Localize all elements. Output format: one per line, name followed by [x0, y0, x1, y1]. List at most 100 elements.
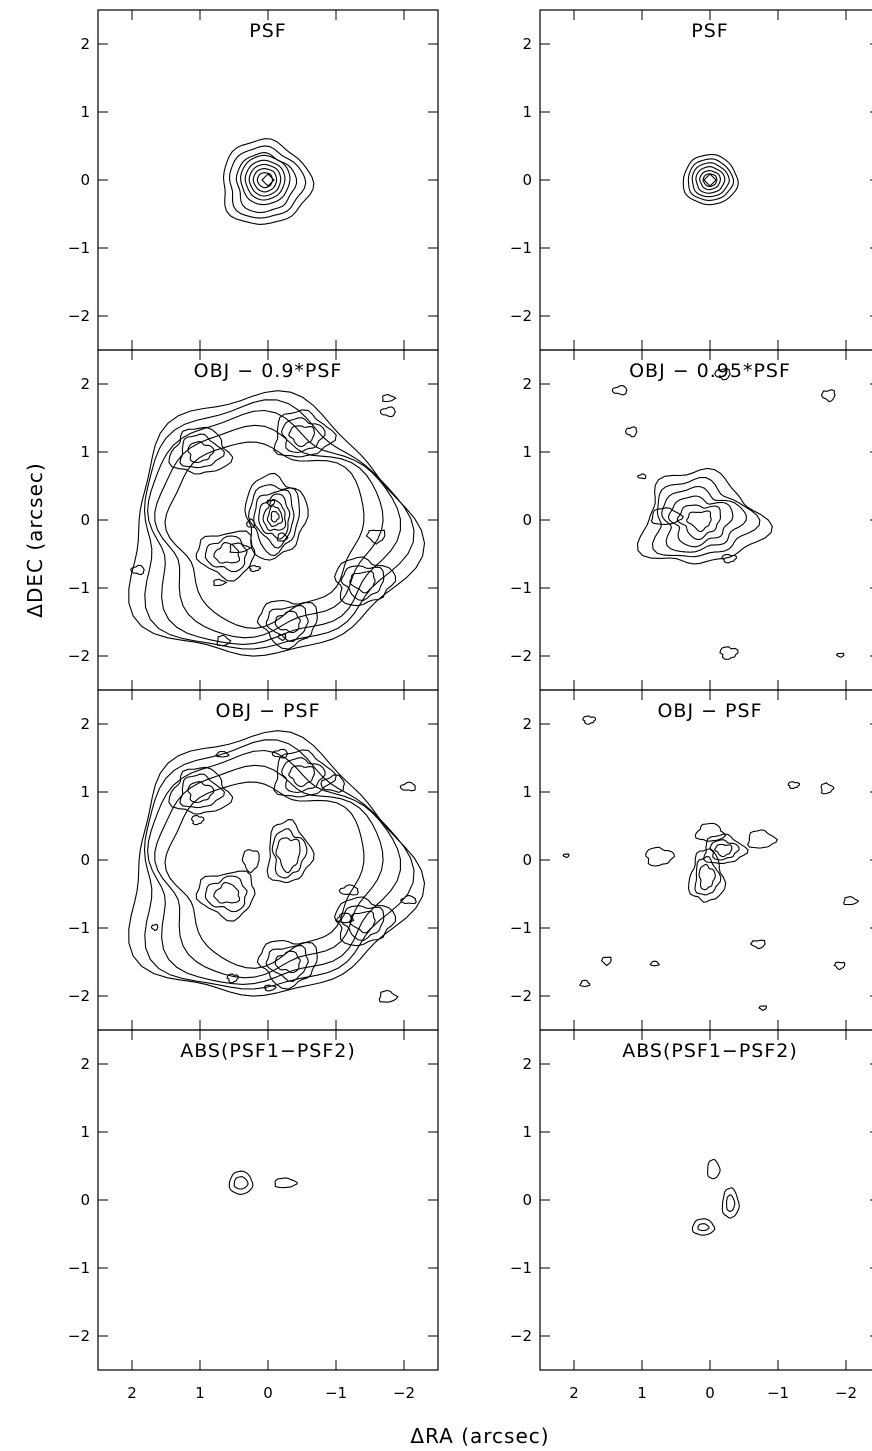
nucleus-contour — [271, 828, 308, 879]
nucleus-contour — [258, 493, 291, 540]
residual-contour — [714, 843, 733, 858]
panel-frame — [97, 1029, 439, 1371]
galaxy-knot — [281, 757, 326, 794]
galaxy-knot — [204, 875, 248, 913]
contour-island — [649, 960, 660, 967]
contour-island — [719, 646, 739, 660]
contour-island — [378, 989, 399, 1003]
contour-island — [338, 884, 359, 896]
difference-contour — [274, 1177, 299, 1189]
contour-island — [214, 750, 230, 758]
panel-frame — [539, 349, 872, 691]
contour-layer — [611, 367, 845, 660]
residual-knot — [694, 822, 727, 842]
contour-island — [833, 961, 846, 971]
panel-title: PSF — [691, 20, 728, 42]
y-tick-label: 1 — [80, 1123, 90, 1141]
contour-island — [720, 554, 737, 564]
galaxy-knot — [273, 409, 337, 458]
contour-island — [246, 518, 256, 528]
y-tick-label: −2 — [510, 1327, 532, 1345]
contour-island — [249, 564, 262, 572]
galaxy-knot — [179, 433, 225, 469]
galaxy-knot — [349, 570, 376, 594]
contour-island — [820, 389, 836, 403]
x-axis-title: ΔRA (arcsec) — [410, 1424, 549, 1448]
nucleus-contour — [247, 484, 301, 557]
galaxy-envelope — [128, 730, 426, 997]
galaxy-contour — [676, 504, 721, 540]
galaxy-knot — [179, 773, 225, 809]
y-tick-label: 1 — [80, 783, 90, 801]
nucleus-contour — [244, 472, 309, 561]
contour-island — [562, 853, 570, 859]
panel-frame — [97, 9, 439, 351]
contour-island — [611, 385, 628, 396]
contour-island — [600, 956, 612, 967]
difference-contour — [233, 1176, 249, 1190]
contour-island — [276, 532, 289, 542]
panel-title: OBJ − PSF — [657, 700, 762, 722]
y-tick-label: 1 — [522, 783, 532, 801]
contour-island — [843, 896, 860, 906]
y-tick-label: 0 — [80, 1191, 90, 1209]
panel-title: ABS(PSF1−PSF2) — [180, 1040, 356, 1062]
galaxy-contour — [651, 476, 761, 558]
y-tick-label: 2 — [522, 715, 532, 733]
panel-left-1: 2 1 0 −1 −2 PSF — [68, 9, 439, 351]
galaxy-envelope — [154, 764, 384, 979]
psf-contour — [702, 173, 718, 188]
galaxy-knot — [281, 417, 326, 454]
y-tick-label: −2 — [510, 307, 532, 325]
y-tick-label: 0 — [522, 1191, 532, 1209]
galaxy-knot — [340, 905, 385, 942]
panel-title: OBJ − 0.95*PSF — [629, 360, 791, 382]
difference-contour — [228, 1170, 254, 1195]
psf-contour — [682, 153, 739, 206]
nucleus-contour — [275, 837, 301, 874]
y-tick-label: 2 — [80, 375, 90, 393]
psf-contour — [252, 168, 278, 193]
contour-island — [365, 529, 386, 545]
contour-layer — [222, 138, 315, 225]
contour-island — [229, 542, 252, 554]
psf-contour — [228, 145, 307, 219]
y-tick-label: −2 — [68, 1327, 90, 1345]
contour-layer — [128, 730, 426, 1003]
panel-right-2: 2 1 0 −1 −2 OBJ − 0.95*PSF — [510, 349, 872, 691]
galaxy-envelope — [164, 441, 365, 629]
y-tick-label: −1 — [68, 579, 90, 597]
y-tick-label: 0 — [80, 851, 90, 869]
galaxy-knot — [213, 542, 241, 564]
galaxy-knot — [288, 425, 315, 448]
psf-contour — [244, 159, 286, 201]
galaxy-knot — [195, 870, 256, 922]
galaxy-knot — [204, 535, 248, 573]
residual-contour — [687, 848, 727, 903]
psf-contour — [248, 163, 282, 197]
galaxy-knot — [334, 896, 397, 947]
galaxy-envelope — [143, 739, 415, 990]
y-tick-label: 0 — [80, 171, 90, 189]
y-tick-label: 2 — [522, 375, 532, 393]
difference-contour — [697, 1223, 710, 1232]
panel-title: PSF — [249, 20, 286, 42]
y-tick-label: −2 — [68, 987, 90, 1005]
contour-island — [820, 782, 835, 795]
galaxy-knot — [265, 945, 309, 982]
difference-contour — [721, 1187, 740, 1219]
galaxy-contour — [636, 467, 773, 565]
y-tick-label: 1 — [522, 1123, 532, 1141]
galaxy-envelope — [164, 781, 365, 969]
panel-right-4: 2 1 0 −1 −2 2 1 0 −1 −2 ABS(PSF1−PSF2) — [510, 1029, 872, 1402]
residual-contour — [709, 839, 740, 861]
residual-hole — [241, 849, 260, 874]
contour-layer — [228, 1170, 299, 1195]
panel-title: OBJ − 0.9*PSF — [194, 360, 343, 382]
contour-layer — [682, 153, 739, 206]
y-tick-label: −1 — [510, 919, 532, 937]
contour-island — [758, 1005, 767, 1012]
panel-frame — [539, 9, 872, 351]
y-tick-label: −1 — [510, 1259, 532, 1277]
